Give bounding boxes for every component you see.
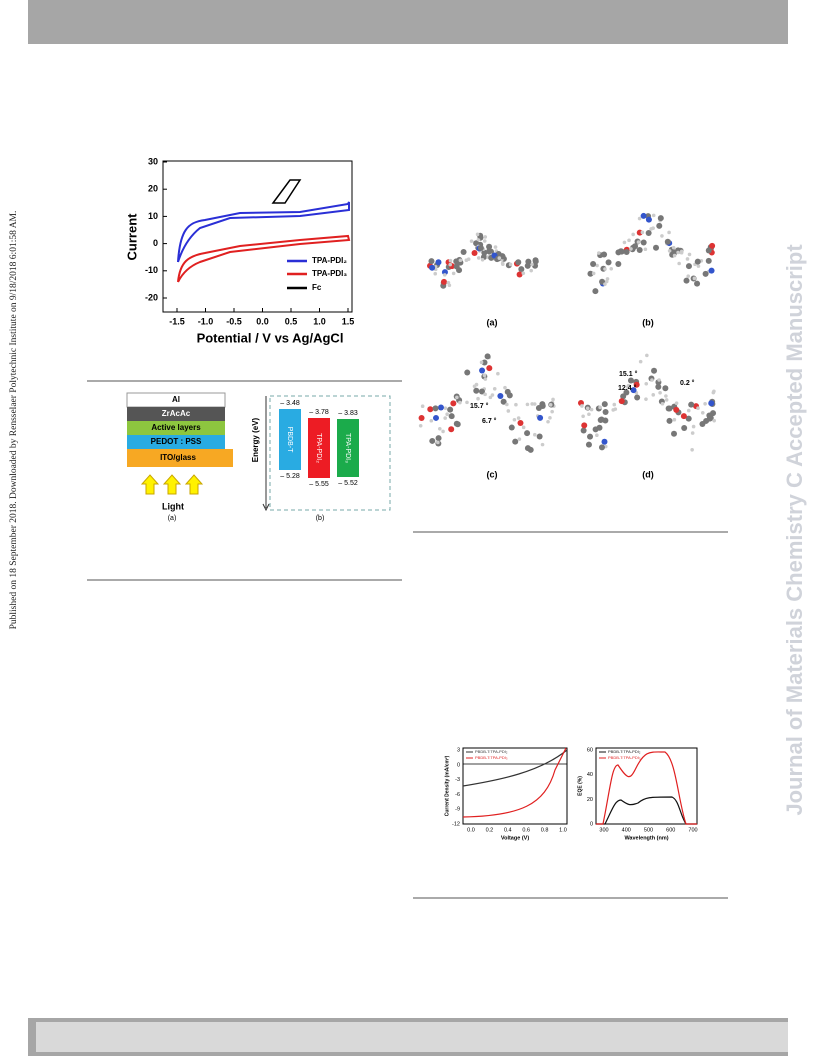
x-tick-label: 0.0 [256, 316, 269, 326]
angle: 0.2 ° [680, 379, 695, 387]
diagram-box [269, 395, 391, 511]
side-note: Published on 18 September 2018. Download… [9, 211, 19, 630]
panel-label: (b) [316, 515, 325, 522]
y-tick-label: -20 [145, 292, 158, 302]
molecule-images [418, 212, 717, 453]
y-tick-label: 20 [587, 797, 593, 803]
y-tick-label: 0 [457, 762, 460, 768]
x-tick-label: -1.0 [198, 316, 214, 326]
x-tick-label: 500 [644, 827, 653, 833]
x-tick-label: 1.0 [559, 827, 567, 833]
x-tick-label: 300 [599, 827, 608, 833]
y-tick-label: -3 [455, 777, 460, 783]
x-tick-label: 600 [666, 827, 675, 833]
x-tick-label: 0.0 [467, 827, 475, 833]
legend-label: Fc [312, 283, 322, 292]
energy-bar [337, 419, 359, 477]
eqe-curve [596, 796, 697, 825]
x-tick-label: -0.5 [226, 316, 242, 326]
eqe-curve [596, 751, 697, 825]
layer [127, 407, 225, 421]
x-tick-label: 0.2 [486, 827, 494, 833]
homo-label: – 5.52 [338, 480, 358, 487]
legend-label: PBDB-T:TPA-PDI₂ [608, 749, 641, 754]
panel-label: (d) [642, 469, 654, 479]
x-tick-label: 0.4 [504, 827, 512, 833]
plot-frame [162, 160, 353, 313]
y-tick-label: 30 [148, 156, 158, 166]
y-tick-label: 10 [148, 211, 158, 221]
layer [127, 435, 225, 449]
x-tick-label: 1.5 [342, 316, 355, 326]
legend-label: PBDB-T:TPA-PDI₂ [475, 749, 508, 754]
legend-label: TPA-PDI₂ [312, 256, 347, 265]
light-arrows [140, 474, 204, 495]
y-tick-label: 60 [587, 747, 593, 753]
x-tick-label: 0.5 [285, 316, 298, 326]
panel-label: (c) [487, 469, 498, 479]
homo-label: – 5.28 [280, 473, 300, 480]
y-tick-label: -6 [455, 792, 460, 798]
y-tick-label: 20 [148, 184, 158, 194]
x-tick-label: -1.5 [169, 316, 185, 326]
layer-label: ZrAcAc [162, 409, 191, 418]
energy-bar [279, 409, 301, 470]
energy-arrow [262, 503, 270, 512]
x-label: Voltage (V) [501, 835, 529, 841]
lumo-label: – 3.48 [280, 400, 300, 407]
legend-label: PBDB-T:TPA-PDI₃ [608, 755, 641, 760]
y-tick-label: -9 [455, 807, 460, 813]
legend-label: TPA-PDI₃ [312, 269, 347, 278]
y-tick-label: 0 [153, 238, 158, 248]
x-tick-label: 0.8 [541, 827, 549, 833]
material-name: TPA-PDI₃ [344, 433, 351, 463]
lumo-label: – 3.78 [309, 409, 329, 416]
layer-label: PEDOT : PSS [151, 437, 202, 446]
y-tick-label: -10 [145, 265, 158, 275]
material-name: PBDB-T [286, 427, 293, 453]
lumo-label: – 3.83 [338, 410, 358, 417]
homo-label: – 5.55 [309, 481, 329, 488]
y-tick-label: 0 [590, 821, 593, 827]
angle: 12.4 ° [618, 384, 637, 392]
jv-curve [462, 749, 568, 787]
angle: 6.7 ° [482, 417, 497, 425]
x-label: Potential / V vs Ag/AgCl [197, 330, 344, 345]
x-tick-label: 1.0 [313, 316, 326, 326]
y-tick-label: 40 [587, 772, 593, 778]
energy-label: Energy (eV) [251, 417, 260, 462]
panel-label: (a) [487, 317, 498, 327]
layer-label: ITO/glass [160, 453, 196, 462]
plot-frame [595, 747, 698, 825]
layer-label: Active layers [151, 423, 201, 432]
layer [127, 449, 233, 467]
header-bar [28, 0, 788, 44]
x-tick-label: 700 [688, 827, 697, 833]
y-label: Current [124, 213, 139, 261]
material-name: TPA-PDI₂ [315, 433, 322, 463]
footer-inner [36, 1022, 788, 1052]
energy-bar [308, 418, 330, 478]
layer-label: Al [172, 395, 180, 404]
light-label: Light [162, 501, 184, 511]
jv-curve [462, 747, 567, 818]
angle: 15.1 ° [619, 370, 638, 378]
x-tick-label: 0.6 [522, 827, 530, 833]
x-label: Wavelength (nm) [624, 835, 668, 841]
panel-label: (b) [642, 317, 654, 327]
y-label: Current Density (mA/cm²) [444, 755, 450, 816]
y-tick-label: -12 [452, 821, 460, 827]
legend-label: PBDB-T:TPA-PDI₃ [475, 755, 508, 760]
x-tick-label: 400 [622, 827, 631, 833]
angle: 15.7 ° [470, 402, 489, 410]
panel-label: (a) [168, 515, 177, 522]
y-tick-label: 3 [457, 747, 460, 753]
watermark: Journal of Materials Chemistry C Accepte… [782, 244, 807, 816]
layer [127, 421, 225, 435]
y-label: EQE (%) [577, 776, 583, 796]
cv-curves [177, 179, 351, 283]
